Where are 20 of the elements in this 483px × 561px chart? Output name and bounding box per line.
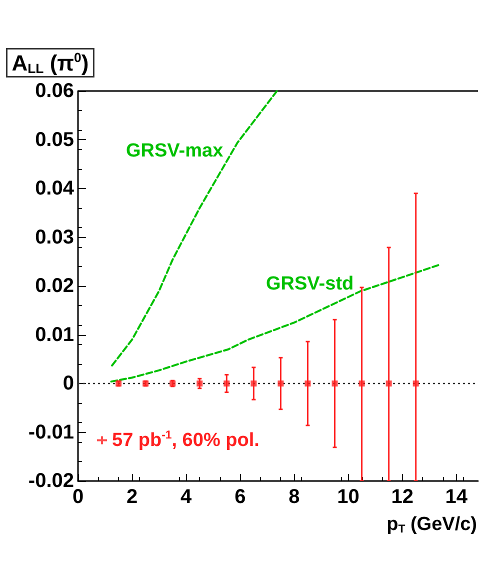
x-axis-title: pT (GeV/c) bbox=[386, 514, 478, 536]
y-tick-label: -0.02 bbox=[28, 470, 74, 492]
y-tick-label: -0.01 bbox=[28, 421, 74, 444]
y-tick-label: 0.05 bbox=[35, 128, 74, 151]
line-series bbox=[110, 264, 442, 383]
x-tick-label: 6 bbox=[234, 486, 246, 508]
x-tick-label: 2 bbox=[126, 486, 138, 508]
y-tick-label: 0.03 bbox=[35, 226, 74, 248]
y-tick-label: 0.01 bbox=[35, 324, 74, 346]
x-tick-label: 4 bbox=[180, 486, 193, 508]
x-tick-label: 14 bbox=[445, 486, 468, 508]
x-tick-label: 10 bbox=[337, 486, 360, 508]
y-tick-label: 0.02 bbox=[35, 275, 74, 297]
series-label: GRSV-std bbox=[266, 273, 354, 294]
y-tick-label: 0.04 bbox=[35, 178, 75, 200]
x-tick-label: 12 bbox=[391, 486, 414, 508]
y-tick-label: 0 bbox=[62, 372, 74, 394]
series-label: GRSV-max bbox=[126, 140, 224, 162]
y-tick-label: 0.06 bbox=[35, 80, 74, 102]
x-tick-label: 8 bbox=[288, 486, 300, 508]
